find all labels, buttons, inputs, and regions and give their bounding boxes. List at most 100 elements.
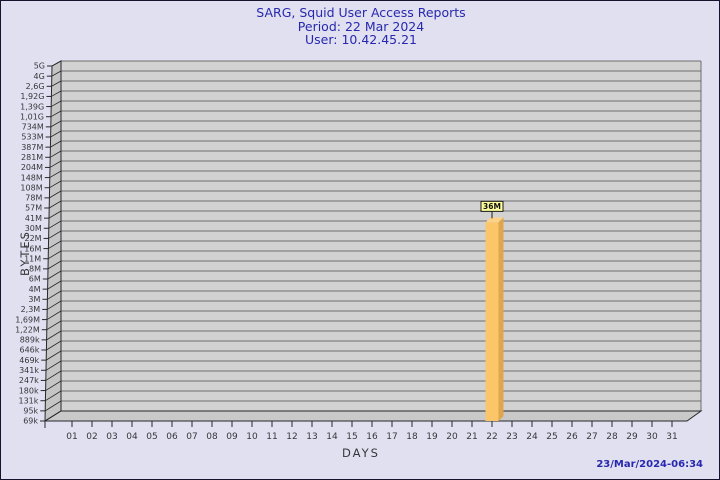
- x-tick-label: 20: [446, 432, 458, 442]
- x-tick-label: 29: [626, 432, 638, 442]
- x-tick-label: 11: [266, 432, 277, 442]
- y-tick-label: 204M: [21, 163, 43, 172]
- y-tick-label: 11M: [24, 254, 41, 263]
- x-tick-label: 26: [566, 432, 578, 442]
- bar-front-face: [485, 222, 499, 421]
- wall-depth-line: [51, 70, 62, 77]
- y-tick-label: 4M: [29, 285, 41, 294]
- wall-depth-line: [50, 120, 62, 128]
- x-tick-label: 01: [66, 432, 77, 442]
- wall-depth-line: [45, 370, 62, 381]
- y-tick-label: 1,39G: [20, 102, 44, 111]
- y-tick-label: 247k: [19, 376, 39, 385]
- y-tick-label: 6M: [29, 275, 41, 284]
- x-tick-label: 05: [146, 432, 157, 442]
- y-tick-label: 148M: [21, 173, 43, 182]
- wall-depth-line: [49, 190, 62, 199]
- wall-depth-line: [45, 390, 62, 402]
- grid-lines: [61, 60, 701, 412]
- y-tick-label: 341k: [19, 366, 39, 375]
- wall-depth-line: [45, 380, 62, 391]
- wall-depth-line: [48, 200, 62, 209]
- x-tick-label: 31: [666, 432, 677, 442]
- wall-depth-line: [50, 140, 62, 148]
- plot-area: [61, 61, 701, 411]
- x-tick-label: 28: [606, 432, 618, 442]
- wall-depth-line: [49, 150, 62, 158]
- y-tick-label: 281M: [21, 153, 43, 162]
- wall-depth-line: [47, 260, 62, 270]
- wall-depth-line: [49, 180, 62, 189]
- y-tick-label: 1,22M: [15, 325, 40, 334]
- wall-depth-line: [45, 350, 62, 361]
- y-tick-label: 2,6G: [26, 82, 45, 91]
- x-tick-label: 13: [306, 432, 317, 442]
- wall-depth-line: [44, 410, 62, 422]
- wall-depth-line: [51, 80, 62, 87]
- x-tick-label: 12: [286, 432, 297, 442]
- chart-title: SARG, Squid User Access Reports: [256, 5, 466, 20]
- x-tick-label: 25: [546, 432, 557, 442]
- x-tick-label: 06: [166, 432, 178, 442]
- y-tick-label: 5G: [34, 62, 45, 71]
- wall-depth-line: [49, 170, 62, 178]
- data-bar: 36M: [480, 200, 504, 421]
- y-tick-label: 41M: [25, 214, 42, 223]
- y-tick-label: 533M: [21, 133, 43, 142]
- wall-depth-line: [50, 110, 62, 118]
- x-tick-label: 27: [586, 432, 597, 442]
- y-tick-label: 22M: [25, 234, 42, 243]
- wall-depth-line: [46, 330, 62, 341]
- wall-depth-line: [46, 300, 62, 310]
- y-tick-label: 2,3M: [21, 305, 41, 314]
- wall-depth-line: [51, 60, 62, 67]
- wall-depth-line: [45, 360, 62, 371]
- y-tick-label: 646k: [19, 346, 39, 355]
- x-tick-label: 09: [226, 432, 238, 442]
- wall-depth-line: [48, 220, 62, 229]
- y-tick-label: 1,69M: [15, 315, 40, 324]
- y-tick-label: 57M: [25, 204, 42, 213]
- y-tick-label: 78M: [25, 194, 42, 203]
- wall-depth-line: [48, 240, 62, 249]
- x-tick-label: 14: [326, 432, 338, 442]
- y-tick-label: 180k: [19, 386, 39, 395]
- bar-side-face: [498, 217, 504, 421]
- x-tick-label: 22: [486, 432, 497, 442]
- generation-timestamp: 23/Mar/2024-06:34: [596, 459, 703, 470]
- x-tick-label: 19: [426, 432, 438, 442]
- x-tick-label: 10: [246, 432, 258, 442]
- x-tick-label: 02: [86, 432, 97, 442]
- y-tick-label: 131k: [18, 396, 38, 405]
- x-tick-label: 16: [366, 432, 378, 442]
- wall-depth-line: [51, 90, 62, 97]
- chart-user: User: 10.42.45.21: [305, 32, 417, 47]
- wall-depth-line: [47, 270, 62, 280]
- y-tick-label: 30M: [25, 224, 42, 233]
- chart-period: Period: 22 Mar 2024: [297, 18, 425, 34]
- x-tick-label: 18: [406, 432, 418, 442]
- y-tick-label: 387M: [21, 143, 43, 152]
- x-tick-label: 07: [186, 432, 197, 442]
- y-tick-label: 1,92G: [20, 92, 44, 101]
- y-tick-label: 4G: [34, 72, 45, 81]
- x-tick-label: 04: [126, 432, 138, 442]
- x-tick-label: 15: [346, 432, 357, 442]
- wall-depth-line: [50, 130, 62, 138]
- bar-top-face: [485, 217, 504, 223]
- y-axis: 5G4G2,6G1,92G1,39G1,01G734M533M387M281M2…: [15, 60, 62, 426]
- x-tick-label: 30: [646, 432, 658, 442]
- left-wall-3d: [44, 60, 62, 422]
- x-tick-label: 23: [506, 432, 517, 442]
- y-tick-label: 1,01G: [20, 112, 44, 121]
- x-axis-title: DAYS: [342, 446, 380, 460]
- wall-depth-line: [48, 210, 62, 219]
- x-tick-label: 24: [526, 432, 538, 442]
- wall-depth-line: [51, 100, 62, 107]
- y-axis-title: BYTES: [18, 230, 32, 276]
- y-tick-label: 16M: [24, 244, 41, 253]
- x-axis: 01 02 03 04 05 06 07 08 09 10 11 12 13 14 15 16 17 18 19 20…: [66, 421, 678, 442]
- y-tick-label: 95k: [23, 407, 38, 416]
- y-tick-label: 734M: [22, 123, 44, 132]
